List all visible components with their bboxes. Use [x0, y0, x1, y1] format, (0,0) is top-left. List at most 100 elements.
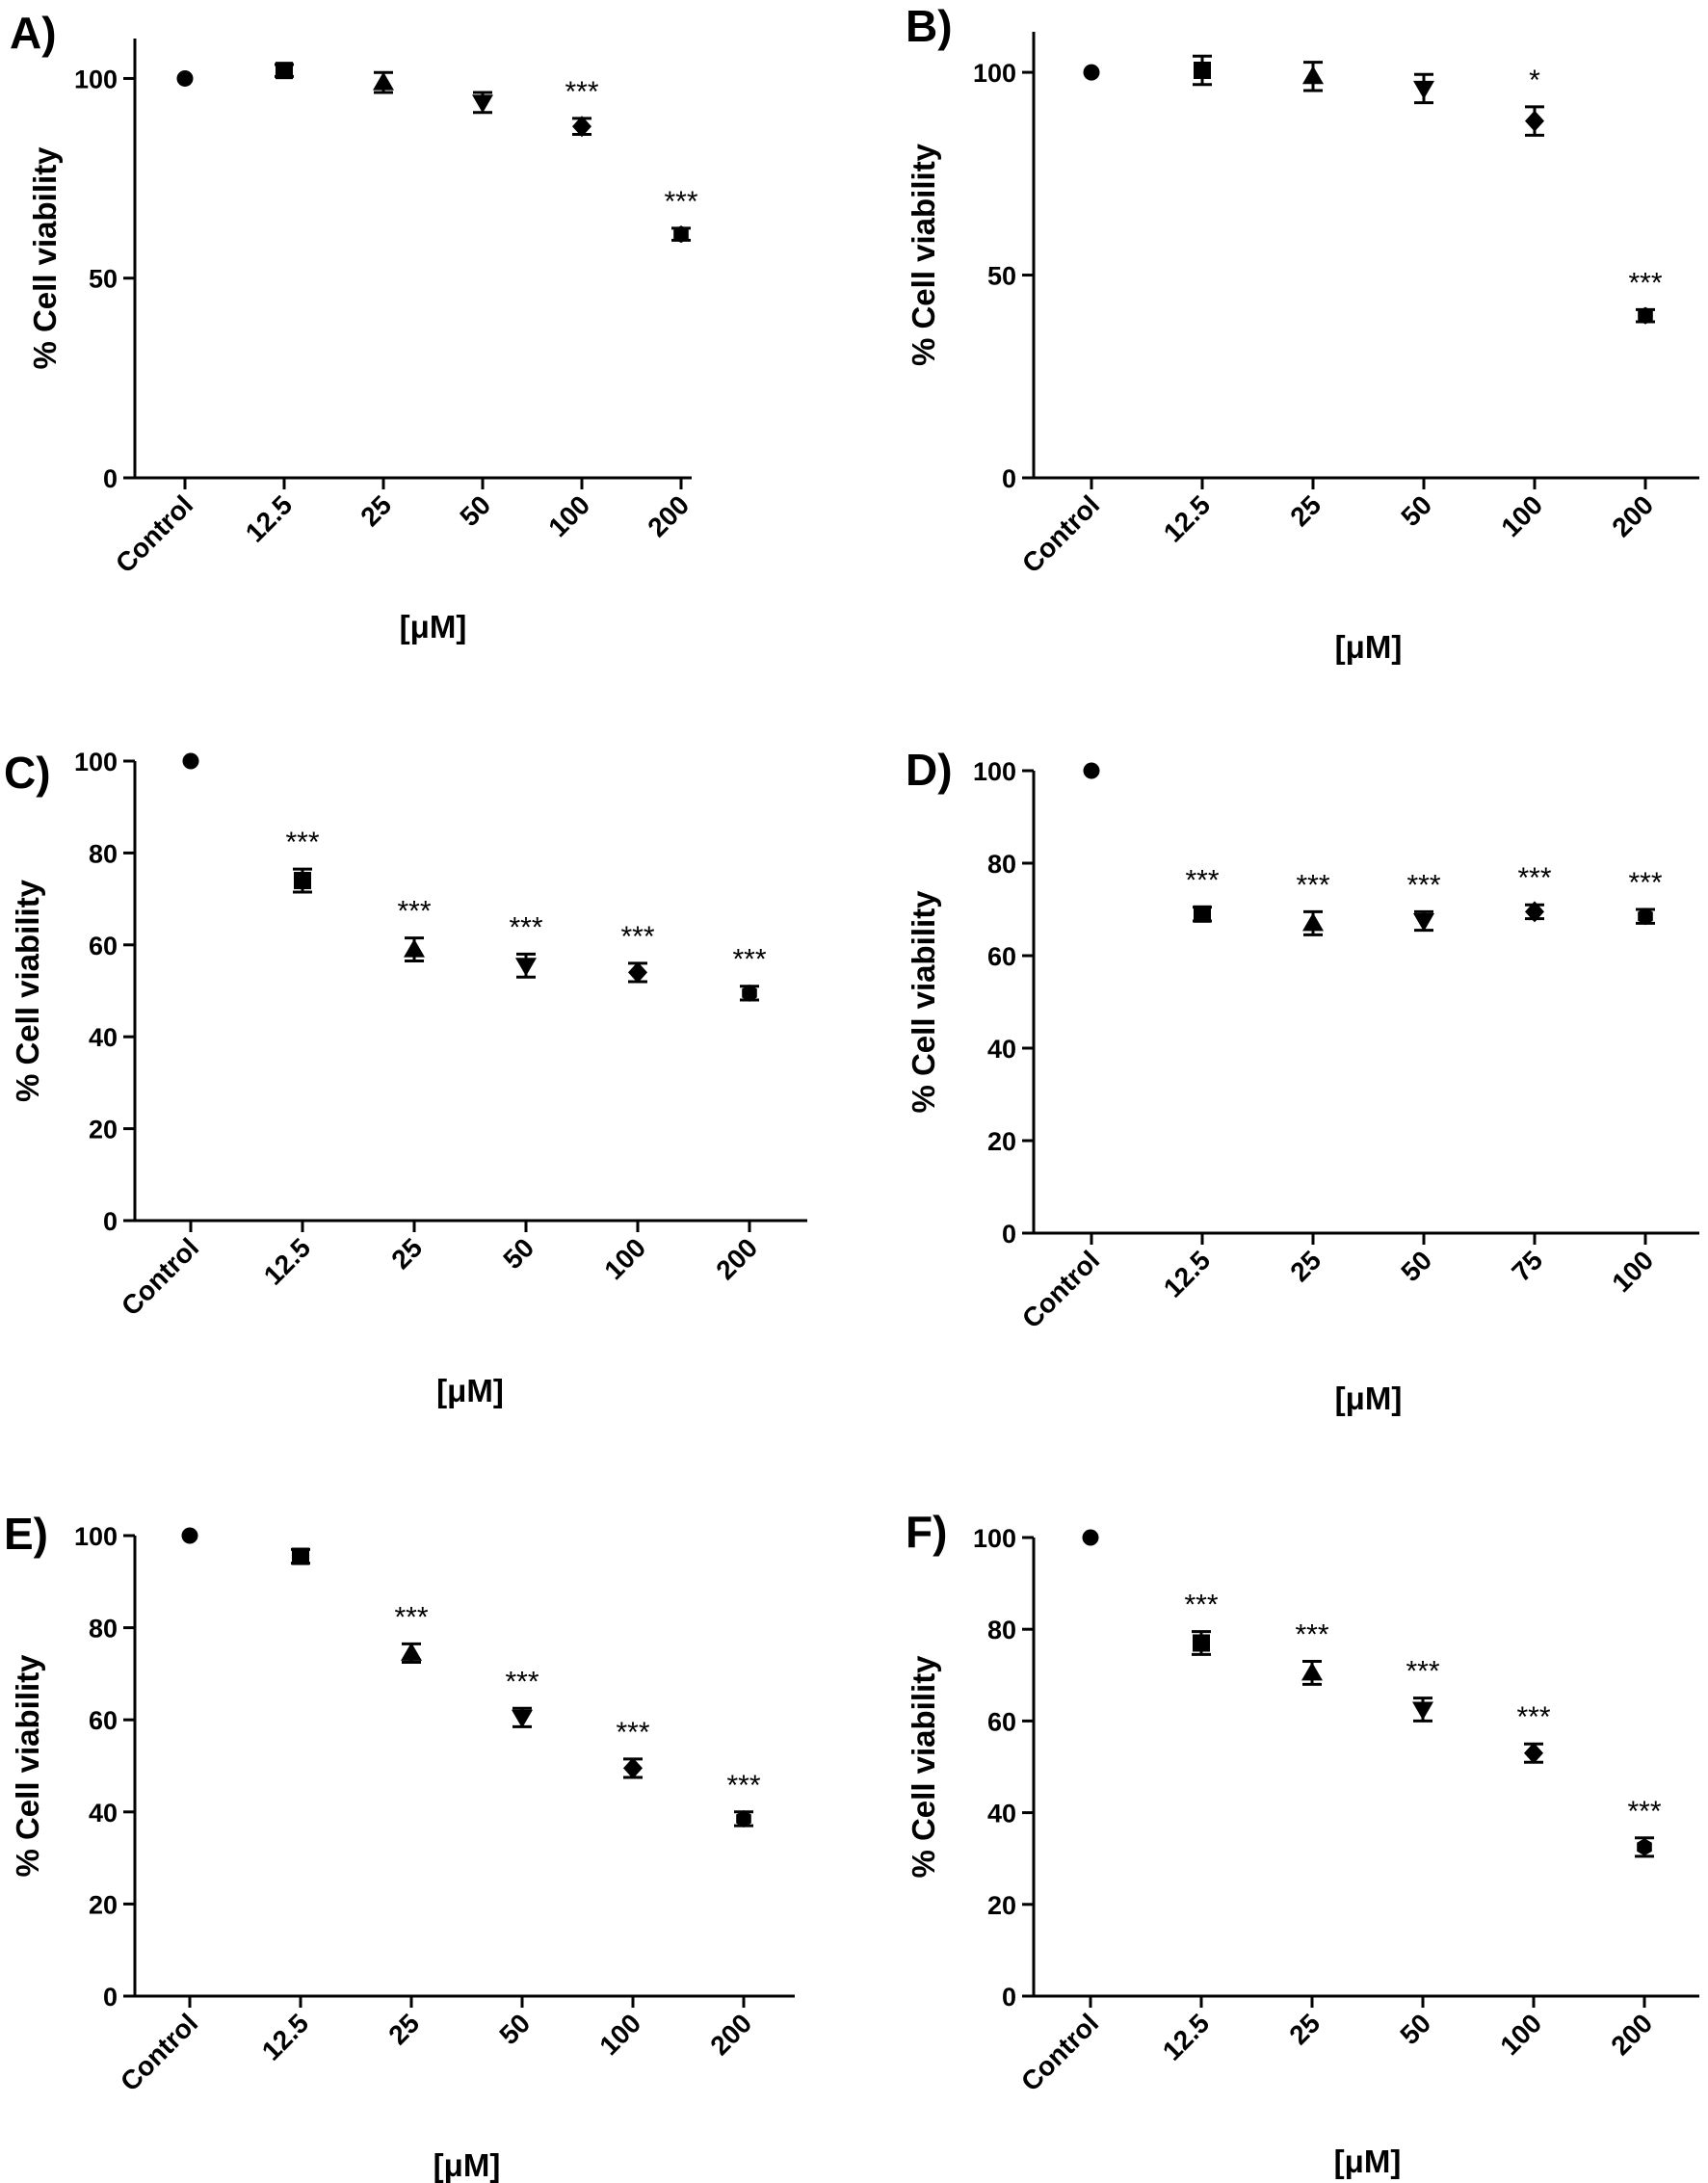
panel-f-x-axis-title: [μM] — [1334, 2144, 1402, 2179]
panel-a-x-tick-label: 12.5 — [240, 489, 298, 547]
panel-c-point-5 — [628, 961, 647, 984]
panel-c-y-axis-title: % Cell viability — [10, 879, 45, 1102]
panel-f-point-5 — [1524, 1742, 1543, 1764]
panel-b-y-tick-label: 100 — [973, 59, 1016, 88]
panel-d-x-axis-title: [μM] — [1335, 1381, 1403, 1416]
panel-e-y-tick-label: 80 — [89, 1615, 118, 1644]
panel-e-x-tick-label: 25 — [382, 2008, 425, 2050]
panel-f-y-tick-label: 20 — [987, 1891, 1016, 1920]
panel-b-y-tick-label: 50 — [987, 262, 1016, 291]
panel-e-y-tick-label: 20 — [89, 1890, 118, 1919]
panel-a-x-tick-label: 100 — [542, 489, 595, 542]
panel-c-significance-label: *** — [397, 896, 431, 928]
panel-c-significance-label: *** — [620, 921, 654, 953]
panel-f-significance-label: *** — [1406, 1656, 1439, 1688]
panel-c-point-2 — [294, 872, 311, 890]
panel-d-x-tick-label: 100 — [1606, 1245, 1659, 1298]
panel-d-point-2 — [1194, 905, 1211, 923]
panel-d-x-tick-label: 50 — [1395, 1245, 1437, 1287]
panel-a-point-4 — [472, 94, 493, 114]
panel-c-y-tick-label: 20 — [89, 1116, 118, 1144]
panel-e-point-1 — [181, 1527, 198, 1544]
panel-d-x-tick-label: 25 — [1284, 1245, 1327, 1287]
panel-d-significance-label: *** — [1406, 869, 1440, 901]
panel-b-point-5 — [1525, 110, 1544, 132]
panel-d-point-3 — [1302, 912, 1324, 932]
panel-b-point-2 — [1194, 61, 1211, 79]
panel-e: E) 0 20 40 60 80 100 % Cell viability Control 12.… — [4, 1509, 795, 2183]
panel-d-y-tick-label: 0 — [1002, 1220, 1016, 1249]
panel-c-x-tick-label: 12.5 — [258, 1232, 316, 1290]
panel-e-y-tick-label: 100 — [74, 1522, 118, 1551]
panel-e-x-tick-label: 100 — [593, 2008, 646, 2061]
panel-c-x-tick-label: 200 — [710, 1232, 763, 1285]
panel-f-point-2 — [1193, 1634, 1210, 1652]
panel-c-x-tick-label: 50 — [497, 1232, 539, 1275]
panel-f-significance-label: *** — [1516, 1701, 1550, 1733]
panel-d-y-tick-label: 60 — [987, 942, 1016, 971]
panel-e-point-5 — [623, 1757, 643, 1779]
panel-a-x-tick-label: 50 — [454, 489, 496, 532]
panel-a-significance-label: *** — [664, 186, 697, 218]
panel-e-x-tick-label: 50 — [493, 2008, 536, 2050]
panel-c-x-tick-label: 100 — [598, 1232, 651, 1285]
panel-c-significance-label: *** — [285, 827, 319, 858]
panel-a-x-tick-label: Control — [110, 489, 198, 578]
panel-c-y-tick-label: 40 — [89, 1023, 118, 1052]
panel-c-y-tick-label: 60 — [89, 932, 118, 960]
panel-b-x-tick-label: 25 — [1284, 489, 1327, 532]
panel-b-x-tick-label: 12.5 — [1158, 489, 1216, 547]
panel-e-point-3 — [401, 1642, 422, 1661]
panel-e-label: E) — [4, 1509, 48, 1559]
panel-b-point-1 — [1083, 64, 1100, 81]
panel-c-label: C) — [4, 748, 51, 798]
panel-e-significance-label: *** — [394, 1601, 428, 1633]
panel-f-y-tick-label: 60 — [987, 1707, 1016, 1736]
panel-d-significance-label: *** — [1185, 865, 1219, 897]
panel-c-significance-label: *** — [732, 944, 766, 976]
panel-c-x-tick-label: 25 — [385, 1232, 428, 1275]
panel-d-point-5 — [1525, 901, 1544, 923]
panel-d-y-tick-label: 100 — [973, 757, 1016, 786]
panel-f-y-tick-label: 80 — [987, 1616, 1016, 1644]
panel-b-significance-label: * — [1529, 65, 1540, 96]
panel-a-y-tick-label: 100 — [74, 65, 118, 93]
panel-c-point-3 — [404, 938, 425, 958]
panel-f-label: F) — [906, 1507, 947, 1557]
panel-a-y-axis-title: % Cell viability — [27, 146, 63, 370]
panel-c-y-tick-label: 100 — [74, 748, 118, 776]
panel-f-y-tick-label: 100 — [973, 1524, 1016, 1553]
panel-d-significance-label: *** — [1296, 869, 1329, 901]
panel-c-point-4 — [515, 958, 537, 977]
panel-a-label: A) — [10, 8, 57, 58]
panel-d: D) 0 20 40 60 80 100 % Cell viability Control 12.… — [906, 745, 1699, 1416]
panel-f-point-4 — [1412, 1701, 1433, 1721]
panel-a-point-3 — [373, 71, 394, 91]
panel-e-significance-label: *** — [616, 1717, 649, 1749]
panel-a-x-tick-label: 200 — [642, 489, 695, 542]
panel-c-significance-label: *** — [509, 911, 542, 943]
panel-d-y-axis-title: % Cell viability — [906, 890, 941, 1114]
panel-a-x-tick-label: 25 — [355, 489, 397, 532]
panel-f-x-tick-label: Control — [1015, 2008, 1104, 2096]
panel-b-x-tick-label: Control — [1016, 489, 1105, 578]
panel-b-y-axis-title: % Cell viability — [906, 143, 941, 366]
panel-e-y-tick-label: 0 — [103, 1983, 118, 2012]
panel-e-point-4 — [512, 1709, 533, 1728]
panel-d-significance-label: *** — [1517, 862, 1551, 894]
panel-e-y-axis-title: % Cell viability — [10, 1654, 45, 1878]
panel-e-significance-label: *** — [505, 1666, 539, 1697]
panel-e-x-axis-title: [μM] — [434, 2147, 501, 2183]
panel-e-x-tick-label: 12.5 — [256, 2008, 314, 2065]
panel-f-y-axis-title: % Cell viability — [906, 1655, 941, 1879]
panel-b-point-4 — [1413, 80, 1434, 99]
panel-e-x-tick-label: Control — [115, 2008, 203, 2096]
panel-b-x-tick-label: 200 — [1606, 489, 1659, 542]
panel-c-point-1 — [182, 752, 199, 770]
panel-e-significance-label: *** — [726, 1770, 760, 1802]
panel-a-significance-label: *** — [565, 76, 598, 108]
panel-f-x-tick-label: 50 — [1394, 2008, 1436, 2050]
panel-a-point-6 — [673, 225, 689, 244]
panel-d-y-tick-label: 20 — [987, 1127, 1016, 1156]
panel-f-y-tick-label: 40 — [987, 1800, 1016, 1828]
